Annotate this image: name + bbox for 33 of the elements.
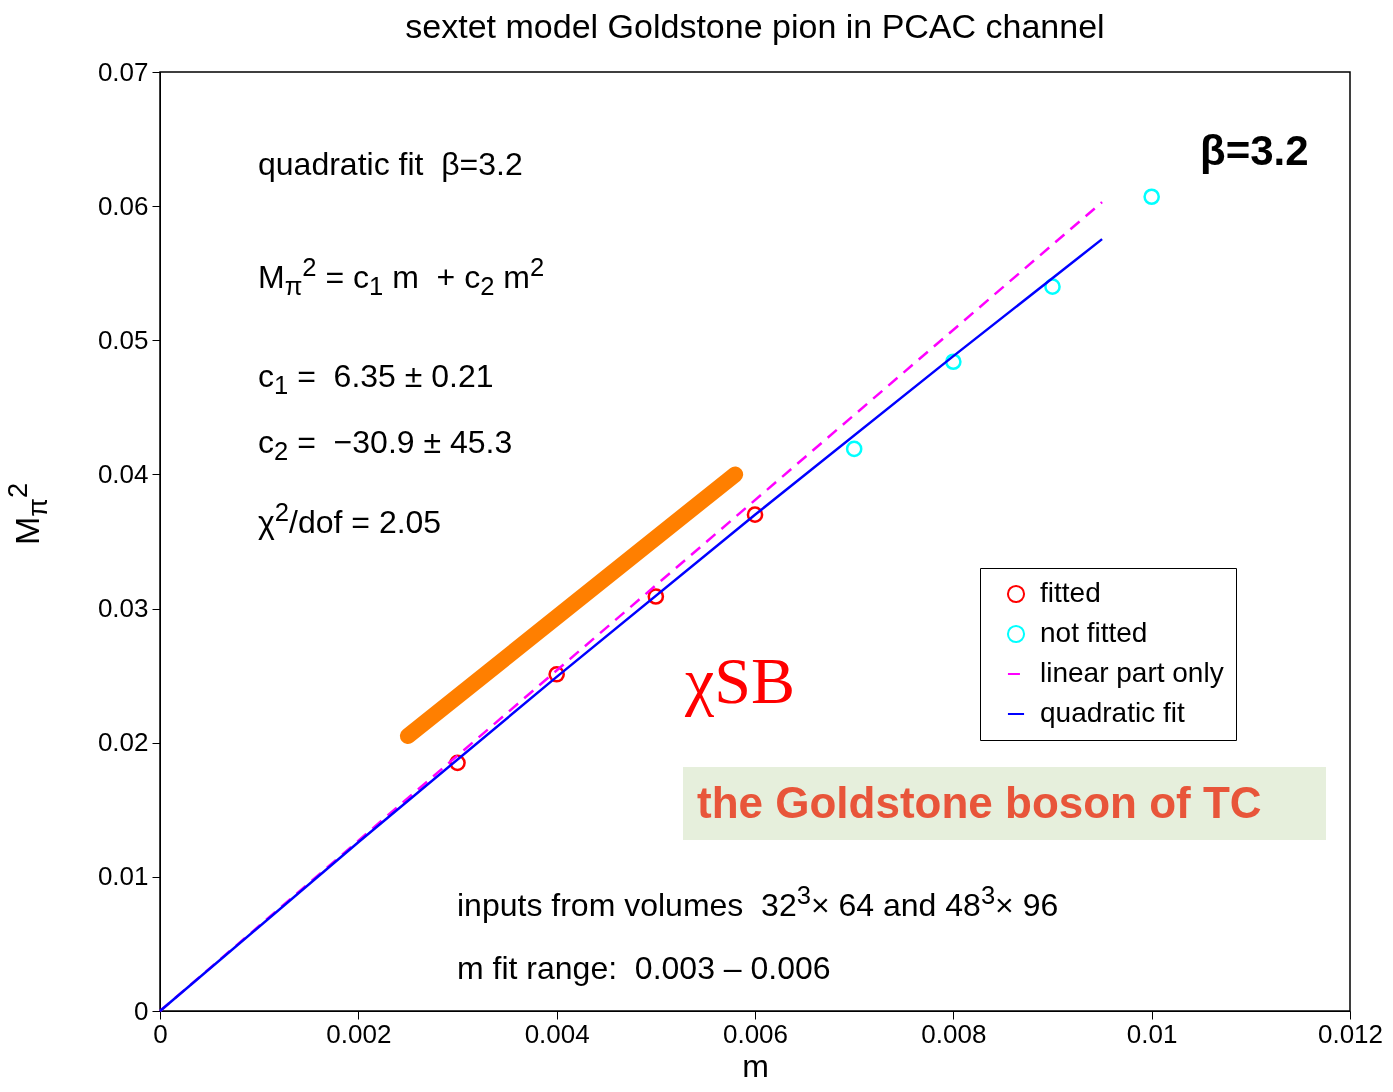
- annotation: χ$^{2}$/dof = 2.05: [258, 498, 442, 540]
- annotation: χSB: [685, 644, 796, 717]
- legend-label: linear part only: [1040, 657, 1224, 688]
- annotation: m fit range: 0.003 – 0.006: [457, 950, 831, 986]
- chart-title: sextet model Goldstone pion in PCAC channel: [405, 7, 1105, 45]
- x-tick-label: 0.006: [722, 1018, 789, 1049]
- annotation: quadratic fit β=3.2: [258, 146, 523, 182]
- x-tick-label: 0.01: [1126, 1018, 1178, 1049]
- y-tick-label: 0.05: [97, 324, 149, 355]
- annotation: c$_{2}$ = −30.9 ± 45.3: [258, 424, 513, 466]
- x-tick-label: 0.008: [921, 1018, 987, 1049]
- point: [1143, 188, 1160, 206]
- x-tick-label: 0.004: [524, 1018, 590, 1049]
- y-tick-label: 0.07: [97, 56, 149, 87]
- point: [845, 440, 863, 458]
- annotation: the Goldstone boson of TC: [683, 767, 1326, 840]
- y-tick-label: 0.06: [97, 190, 149, 221]
- y-tick-label: 0.02: [97, 727, 149, 758]
- legend-label: not fitted: [1040, 617, 1148, 648]
- text: M$_{π}$$^{2}$ = c$_{1}$ m + c$_{2}$ m$^{2}$: [258, 253, 545, 301]
- x-tick-label: 0: [153, 1018, 168, 1049]
- y-tick-label: 0.04: [97, 458, 149, 489]
- annotation: inputs from volumes 32$^{3}$× 64 and 48$^{3}$× 96: [457, 881, 1059, 923]
- x-tick-label: 0.012: [1317, 1018, 1384, 1049]
- x-tick-label: 0.002: [326, 1018, 392, 1049]
- legend-label: quadratic fit: [1040, 697, 1185, 728]
- y-tick-label: 0: [134, 995, 149, 1026]
- y-tick-label: 0.03: [97, 593, 149, 624]
- y-tick-label: 0.01: [97, 861, 149, 892]
- annotation: c$_{1}$ = 6.35 ± 0.21: [258, 358, 494, 400]
- annotation: β=3.2: [1200, 127, 1309, 174]
- x-axis-title: m: [742, 1047, 769, 1084]
- legend-label: fitted: [1040, 577, 1101, 608]
